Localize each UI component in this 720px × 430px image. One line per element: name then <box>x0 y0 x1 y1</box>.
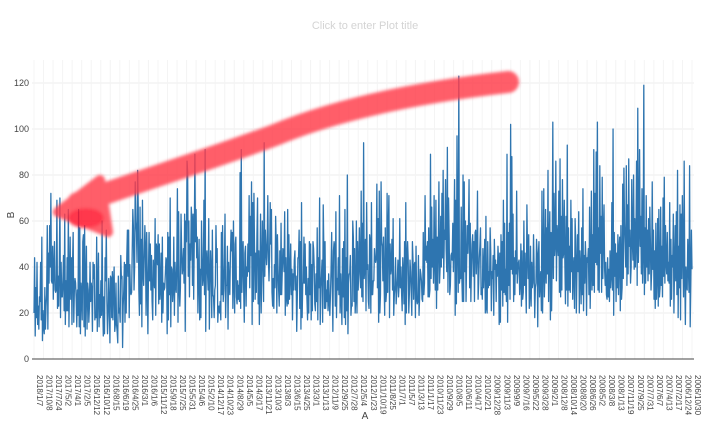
x-tick-label: 2010/11/23 <box>436 375 445 415</box>
x-tick-label: 2013/8/3 <box>283 375 292 407</box>
y-tick-label: 60 <box>19 216 29 226</box>
x-tick-label: 2008/8/20 <box>579 375 588 411</box>
x-tick-label: 2016/6/19 <box>121 375 130 411</box>
x-axis-ticks: 2018/1/7 2017/10/8 2017/7/24 2017/5/2 2017/4… <box>35 375 702 416</box>
x-tick-label: 2013/6/15 <box>292 375 301 411</box>
x-tick-label: 2009/2/1 <box>550 375 559 407</box>
x-tick-label: 2007/6/7 <box>655 375 664 407</box>
y-tick-label: 40 <box>19 262 29 272</box>
x-tick-label: 2014/5/5 <box>245 375 254 407</box>
x-tick-label: 2007/2/17 <box>674 375 683 411</box>
x-tick-label: 2012/11/9 <box>331 375 340 411</box>
x-tick-label: 2010/2/21 <box>483 375 492 411</box>
x-tick-label: 2014/10/23 <box>226 375 235 416</box>
x-tick-label: 2008/1/13 <box>617 375 626 411</box>
y-tick-label: 100 <box>14 124 29 134</box>
x-tick-label: 2006/12/24 <box>683 375 692 416</box>
x-tick-label: 2014/3/17 <box>254 375 263 411</box>
x-tick-label: 2017/2/5 <box>83 375 92 407</box>
x-tick-label: 2018/1/7 <box>35 375 44 407</box>
x-tick-label: 2007/11/19 <box>626 375 635 415</box>
x-tick-label: 2017/7/24 <box>54 375 63 411</box>
x-tick-label: 2015/5/31 <box>188 375 197 411</box>
x-tick-label: 2016/1/6 <box>149 375 158 407</box>
y-tick-label: 0 <box>24 354 29 364</box>
x-tick-label: 2012/9/25 <box>340 375 349 411</box>
x-tick-label: 2013/1/13 <box>321 375 330 411</box>
x-tick-label: 2010/9/29 <box>445 375 454 411</box>
x-tick-label: 2012/5/4 <box>359 375 368 407</box>
x-tick-label: 2016/4/25 <box>130 375 139 411</box>
x-tick-label: 2016/12/12 <box>92 375 101 416</box>
x-tick-label: 2013/3/1 <box>312 375 321 407</box>
x-tick-label: 2012/7/28 <box>350 375 359 411</box>
x-tick-label: 2016/10/12 <box>102 375 111 416</box>
x-tick-label: 2015/4/6 <box>197 375 206 407</box>
x-tick-label: 2017/5/2 <box>64 375 73 407</box>
x-tick-label: 2008/3/8 <box>607 375 616 407</box>
y-tick-label: 120 <box>14 78 29 88</box>
x-tick-label: 2013/11/21 <box>264 375 273 415</box>
x-tick-label: 2011/8/25 <box>388 375 397 411</box>
x-tick-label: 2006/10/30 <box>693 375 702 416</box>
x-tick-label: 2011/10/19 <box>378 375 387 415</box>
y-axis-ticks: 0 20 40 60 80 100 120 <box>14 78 29 364</box>
y-tick-label: 20 <box>19 308 29 318</box>
x-tick-label: 2015/9/18 <box>169 375 178 411</box>
red-arrow-annotation <box>53 71 519 237</box>
x-tick-label: 2012/1/23 <box>369 375 378 411</box>
x-tick-label: 2017/10/8 <box>45 375 54 411</box>
x-tick-label: 2014/8/29 <box>235 375 244 411</box>
x-tick-label: 2013/10/3 <box>273 375 282 411</box>
x-tick-label: 2007/9/25 <box>636 375 645 411</box>
arrow-head-core <box>68 208 104 228</box>
x-tick-label: 2013/4/25 <box>302 375 311 411</box>
x-tick-label: 2008/10/14 <box>569 375 578 416</box>
x-tick-label: 2015/2/10 <box>207 375 216 411</box>
x-tick-label: 2015/11/12 <box>159 375 168 415</box>
x-tick-label: 2008/5/2 <box>598 375 607 407</box>
x-tick-label: 2008/12/8 <box>559 375 568 411</box>
plot-title-placeholder[interactable]: Click to enter Plot title <box>312 20 418 32</box>
x-tick-label: 2016/8/15 <box>111 375 120 411</box>
x-tick-label: 2015/7/25 <box>178 375 187 411</box>
x-tick-label: 2007/7/31 <box>645 375 654 411</box>
x-tick-label: 2009/9/9 <box>512 375 521 407</box>
arrow-shaft <box>67 71 519 214</box>
x-tick-label: 2016/3/1 <box>140 375 149 407</box>
series-line <box>33 75 693 349</box>
x-tick-label: 2007/4/13 <box>664 375 673 411</box>
x-axis-title: A <box>362 411 369 422</box>
x-tick-label: 2009/7/16 <box>521 375 530 411</box>
x-tick-label: 2011/3/13 <box>416 375 425 411</box>
x-tick-label: 2010/8/5 <box>455 375 464 407</box>
y-tick-label: 80 <box>19 170 29 180</box>
x-tick-label: 2008/6/26 <box>588 375 597 411</box>
x-tick-label: 2010/6/11 <box>464 375 473 411</box>
x-tick-label: 2010/4/17 <box>474 375 483 411</box>
x-tick-label: 2009/12/28 <box>493 375 502 416</box>
x-tick-label: 2009/11/3 <box>502 375 511 411</box>
x-tick-label: 2011/1/17 <box>426 375 435 411</box>
y-axis-title: B <box>6 211 17 218</box>
x-tick-label: 2009/5/22 <box>531 375 540 411</box>
x-tick-label: 2011/7/1 <box>397 375 406 406</box>
x-tick-label: 2011/5/7 <box>407 375 416 406</box>
x-tick-label: 2017/4/1 <box>73 375 82 407</box>
x-tick-label: 2009/3/28 <box>540 375 549 411</box>
x-tick-label: 2014/12/17 <box>216 375 225 416</box>
